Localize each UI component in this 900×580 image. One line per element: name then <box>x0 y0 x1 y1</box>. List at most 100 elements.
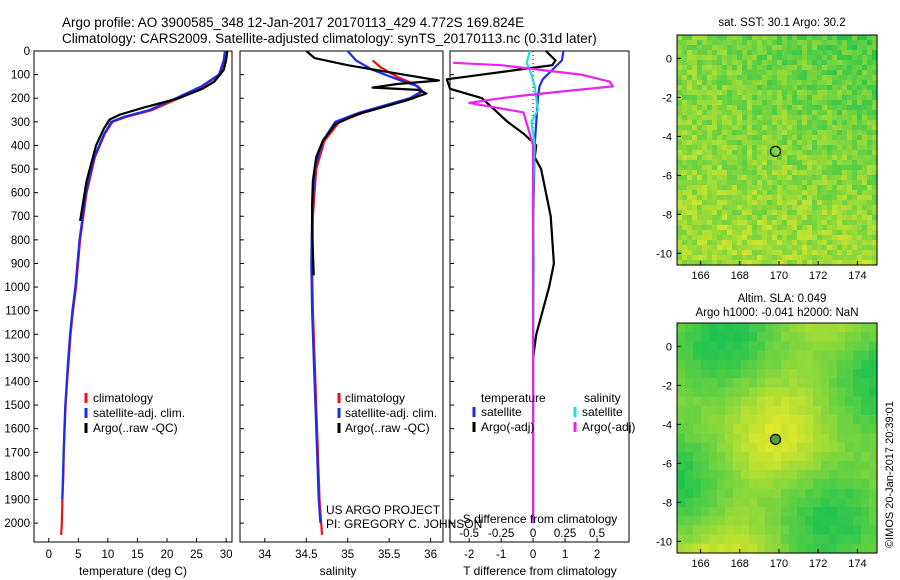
map-cell <box>829 507 838 517</box>
map-cell <box>722 35 728 41</box>
map-cell <box>757 220 763 226</box>
map-cell <box>802 145 808 151</box>
map-cell <box>857 195 863 201</box>
map-cell <box>677 45 683 51</box>
map-cell <box>847 105 853 111</box>
map-cell <box>697 70 703 76</box>
map-cell <box>797 341 806 352</box>
map-cell <box>772 190 778 196</box>
map-cell <box>807 245 813 251</box>
map-cell <box>741 507 750 517</box>
map-cell <box>677 260 683 266</box>
map-cell <box>797 332 806 342</box>
map-cell <box>872 40 878 46</box>
map-cell <box>722 100 728 106</box>
map-cell <box>747 70 753 76</box>
map-cell <box>802 215 808 221</box>
map-cell <box>837 341 846 352</box>
map-cell <box>707 55 713 61</box>
map-cell <box>852 80 858 86</box>
map-cell <box>812 210 818 216</box>
map-cell <box>861 387 870 398</box>
map-cell <box>792 70 798 76</box>
map-cell <box>782 260 788 266</box>
map-cell <box>817 245 823 251</box>
map-cell <box>687 195 693 201</box>
map-cell <box>742 235 748 241</box>
map-cell <box>782 130 788 136</box>
map-cell <box>852 240 858 246</box>
map-cell <box>837 135 843 141</box>
map-cell <box>792 215 798 221</box>
map-cell <box>741 323 750 333</box>
map-cell <box>852 250 858 256</box>
map-cell <box>827 185 833 191</box>
map-cell <box>802 230 808 236</box>
map-cell <box>709 433 718 444</box>
map-cell <box>682 45 688 51</box>
map-cell <box>733 442 742 453</box>
map-cell <box>817 240 823 246</box>
map-cell <box>709 470 718 480</box>
map-cell <box>702 95 708 101</box>
map-cell <box>693 369 702 379</box>
map-cell <box>781 387 790 398</box>
map-cell <box>792 255 798 261</box>
map-cell <box>792 170 798 176</box>
map-cell <box>765 525 774 536</box>
map-cell <box>727 210 733 216</box>
map-cell <box>677 65 683 71</box>
map-cell <box>765 378 774 388</box>
map-cell <box>697 240 703 246</box>
map-cell <box>727 100 733 106</box>
map-cell <box>732 130 738 136</box>
map-cell <box>732 75 738 81</box>
map-cell <box>709 369 718 379</box>
map-cell <box>797 230 803 236</box>
map-cell <box>777 205 783 211</box>
map-cell <box>722 195 728 201</box>
map-cell <box>722 185 728 191</box>
map-cell <box>757 396 766 407</box>
map-cell <box>722 160 728 166</box>
map-cell <box>677 378 686 388</box>
map-cell <box>853 461 862 471</box>
map-cell <box>697 165 703 171</box>
map-cell <box>797 215 803 221</box>
map-cell <box>741 341 750 352</box>
map-cell <box>701 323 710 333</box>
map-cell <box>772 230 778 236</box>
map-cell <box>687 80 693 86</box>
map-cell <box>702 255 708 261</box>
map-cell <box>781 332 790 342</box>
map-cell <box>687 125 693 131</box>
map-cell <box>727 90 733 96</box>
difference-plot-frame <box>449 50 630 543</box>
map-cell <box>737 170 743 176</box>
map-cell <box>847 75 853 81</box>
map-cell <box>717 115 723 121</box>
series-line-t-argo <box>445 50 557 359</box>
map-cell <box>742 220 748 226</box>
map-cell <box>847 135 853 141</box>
map-cell <box>677 135 683 141</box>
map-cell <box>807 190 813 196</box>
map-cell <box>687 170 693 176</box>
map-cell <box>805 451 814 462</box>
map-cell <box>862 160 868 166</box>
map-cell <box>842 140 848 146</box>
map-cell <box>692 70 698 76</box>
map-cell <box>717 225 723 231</box>
map-cell <box>677 350 686 361</box>
map-cell <box>772 110 778 116</box>
map-cell <box>787 175 793 181</box>
map-cell <box>832 145 838 151</box>
map-cell <box>757 110 763 116</box>
map-cell <box>869 461 878 471</box>
map-cell <box>837 205 843 211</box>
map-cell <box>709 332 718 342</box>
map-cell <box>707 165 713 171</box>
map-cell <box>787 240 793 246</box>
map-cell <box>727 85 733 91</box>
map-cell <box>781 323 790 333</box>
